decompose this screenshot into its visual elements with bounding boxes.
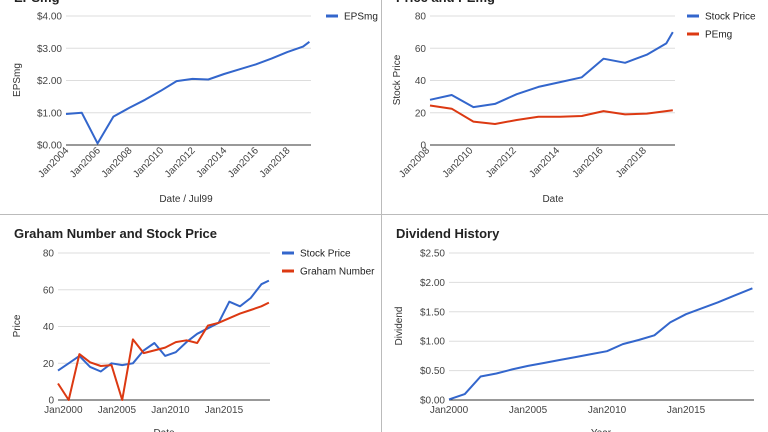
eps-y-axis-label: EPSmg — [12, 63, 23, 97]
dividend-y-tick-label: $1.00 — [420, 337, 445, 348]
price-pe-series-line-2 — [429, 104, 673, 125]
panel-divider-horizontal — [0, 214, 768, 215]
price-pe-x-tick-label: Jan2010 — [441, 145, 476, 180]
graham-x-tick-label: Jan2015 — [205, 405, 244, 416]
price-pe-y-axis-label: Stock Price — [392, 54, 403, 105]
dividend-x-tick-label: Jan2000 — [430, 405, 469, 416]
price-pe-x-tick-label: Jan2008 — [397, 145, 432, 180]
dividend-y-tick-label: $0.00 — [420, 396, 445, 407]
dividend-y-tick-label: $1.50 — [420, 307, 445, 318]
price-pe-x-axis-label: Date — [542, 194, 564, 205]
dividend-x-tick-label: Jan2010 — [588, 405, 627, 416]
dividend-x-tick-label: Jan2005 — [509, 405, 548, 416]
eps-legend-label: EPSmg — [344, 12, 378, 23]
price-pe-y-tick-label: 40 — [415, 76, 427, 87]
price-pe-x-tick-label: Jan2012 — [484, 145, 519, 180]
price-pe-y-tick-label: 80 — [415, 12, 427, 23]
graham-legend-label: Stock Price — [300, 249, 351, 260]
eps-x-axis-label: Date / Jul99 — [159, 194, 213, 205]
eps-x-tick-label: Jan2008 — [100, 145, 135, 180]
eps-x-tick-label: Jan2016 — [226, 145, 261, 180]
graham-y-tick-label: 20 — [43, 359, 55, 370]
eps-x-tick-label: Jan2010 — [131, 145, 166, 180]
price-pe-y-tick-label: 60 — [415, 44, 427, 55]
eps-y-tick-label: $0.00 — [37, 141, 62, 152]
dividend-chart: Dividend History $0.00 $0.50 $1.00 $1.50 $2.0… — [394, 226, 754, 432]
graham-x-tick-label: Jan2000 — [44, 405, 83, 416]
graham-y-tick-label: 60 — [43, 285, 55, 296]
dividend-y-tick-label: $0.50 — [420, 366, 445, 377]
graham-y-tick-label: 40 — [43, 322, 55, 333]
eps-x-tick-label: Jan2012 — [163, 145, 198, 180]
graham-x-tick-label: Jan2010 — [151, 405, 190, 416]
eps-y-tick-label: $3.00 — [37, 44, 62, 55]
price-pe-chart-panel: Price and PEmg020406080Jan2008Jan2010Jan… — [382, 0, 768, 214]
graham-x-tick-label: Jan2005 — [98, 405, 137, 416]
graham-y-axis-label: Price — [12, 314, 23, 337]
eps-y-tick-label: $1.00 — [37, 108, 62, 119]
dividend-y-tick-label: $2.50 — [420, 249, 445, 260]
price-pe-x-tick-label: Jan2018 — [614, 145, 649, 180]
price-pe-legend-label: Stock Price — [705, 12, 756, 23]
graham-x-axis-label: Date — [153, 428, 175, 432]
dividend-series-line-1 — [448, 287, 753, 401]
graham-title: Graham Number and Stock Price — [14, 226, 217, 241]
graham-chart-panel: Graham Number and Stock Price 0 20 40 60 80 Ja… — [0, 215, 381, 432]
eps-x-tick-label: Jan2014 — [194, 145, 229, 180]
panel-divider-vertical — [381, 0, 382, 432]
graham-legend-label: Graham Number — [300, 267, 375, 278]
price-pe-y-tick-label: 0 — [420, 141, 426, 152]
price-pe-x-tick-label: Jan2016 — [571, 145, 606, 180]
price-pe-legend-label: PEmg — [705, 30, 732, 41]
eps-chart: EPSmg$0.00$1.00$2.00$3.00$4.00Jan2004Jan… — [12, 0, 378, 205]
dividend-title: Dividend History — [396, 226, 500, 241]
eps-chart-panel: EPSmg$0.00$1.00$2.00$3.00$4.00Jan2004Jan… — [0, 0, 381, 214]
dividend-x-axis-label: Year — [591, 428, 612, 432]
eps-x-tick-label: Jan2006 — [68, 145, 103, 180]
eps-title: EPSmg — [14, 0, 60, 5]
graham-series-line-2 — [57, 301, 270, 401]
price-pe-title: Price and PEmg — [396, 0, 495, 5]
dividend-y-tick-label: $2.00 — [420, 278, 445, 289]
price-pe-x-tick-label: Jan2014 — [527, 145, 562, 180]
graham-chart: Graham Number and Stock Price 0 20 40 60 80 Ja… — [12, 226, 375, 432]
graham-y-tick-label: 80 — [43, 249, 55, 260]
eps-y-tick-label: $4.00 — [37, 12, 62, 23]
price-pe-chart: Price and PEmg020406080Jan2008Jan2010Jan… — [392, 0, 756, 205]
eps-series-line-1 — [65, 41, 311, 145]
dividend-y-axis-label: Dividend — [394, 307, 405, 346]
price-pe-series-line-1 — [429, 31, 674, 109]
dividend-x-tick-label: Jan2015 — [667, 405, 706, 416]
price-pe-y-tick-label: 20 — [415, 108, 427, 119]
eps-x-tick-label: Jan2018 — [258, 145, 293, 180]
graham-series-line-1 — [57, 279, 270, 373]
dividend-chart-panel: Dividend History $0.00 $0.50 $1.00 $1.50 $2.0… — [382, 215, 768, 432]
graham-y-tick-label: 0 — [48, 396, 54, 407]
eps-y-tick-label: $2.00 — [37, 76, 62, 87]
